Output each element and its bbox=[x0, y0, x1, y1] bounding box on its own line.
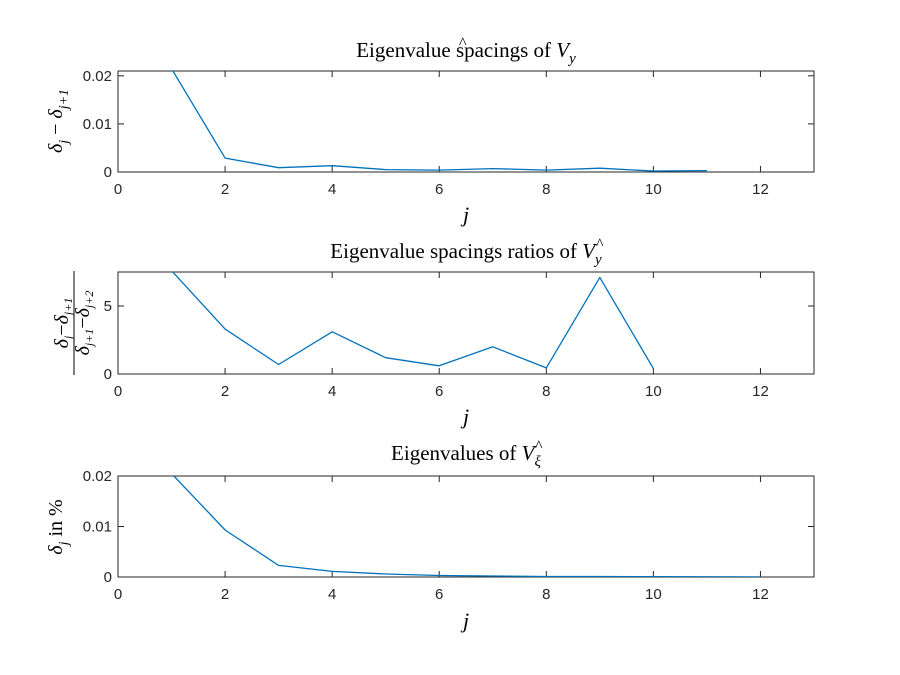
subplot-3-xtick-label: 8 bbox=[542, 586, 550, 603]
subplot-3-xtick-label: 0 bbox=[114, 586, 122, 603]
subplot-3-ytick-label: 0 bbox=[104, 569, 112, 586]
subplot-3-title-hat: ^ bbox=[535, 438, 543, 455]
subplot-1-ytick-label: 0.01 bbox=[83, 116, 112, 133]
subplot-1-xtick-label: 8 bbox=[542, 181, 550, 198]
subplot-spacings: Eigenvalue spacings of Vy ^ 0 2 4 6 8 10 12 0 0.… bbox=[45, 35, 815, 227]
subplot-2-ylabel: δj−δj+1 δj+1−δj+2 bbox=[51, 271, 96, 375]
subplot-2-xlabel: j bbox=[460, 404, 469, 429]
subplot-3-ticks: 0 2 4 6 8 10 12 0 0.01 0.02 bbox=[83, 468, 814, 603]
subplot-2-xtick-label: 8 bbox=[542, 383, 550, 400]
subplot-1-xtick-label: 4 bbox=[328, 181, 336, 198]
subplot-1-ticks: 0 2 4 6 8 10 12 0 0.01 0.02 bbox=[83, 68, 814, 198]
subplot-3-xtick-label: 10 bbox=[645, 586, 662, 603]
subplot-2-axes-box bbox=[117, 271, 815, 375]
subplot-1-xtick-label: 2 bbox=[221, 181, 229, 198]
subplot-2-xtick-label: 10 bbox=[645, 383, 662, 400]
subplot-1-title: Eigenvalue spacings of Vy bbox=[356, 38, 576, 67]
subplot-3-series-line bbox=[172, 476, 761, 577]
subplot-2-title: Eigenvalue spacings ratios of Vy bbox=[330, 239, 602, 268]
subplot-2-xtick-label: 0 bbox=[114, 383, 122, 400]
subplot-1-xtick-label: 6 bbox=[435, 181, 443, 198]
subplot-1-series-line bbox=[172, 71, 707, 172]
subplot-3-xtick-label: 12 bbox=[752, 586, 769, 603]
subplot-eigenvalues: Eigenvalues of Vξ ^ 0 2 4 6 8 10 12 0 0.01 0.02 j… bbox=[45, 438, 815, 633]
subplot-3-xtick-label: 4 bbox=[328, 586, 336, 603]
subplot-2-ytick-label: 0 bbox=[104, 366, 112, 383]
subplot-2-series-line bbox=[171, 272, 654, 369]
subplot-1-xlabel: j bbox=[460, 202, 469, 227]
subplot-3-title: Eigenvalues of Vξ bbox=[391, 441, 541, 470]
subplot-2-xtick-label: 12 bbox=[752, 383, 769, 400]
subplot-3-ytick-label: 0.02 bbox=[83, 468, 112, 485]
subplot-2-xtick-label: 6 bbox=[435, 383, 443, 400]
subplot-1-ytick-label: 0.02 bbox=[83, 68, 112, 85]
subplot-3-xtick-label: 2 bbox=[221, 586, 229, 603]
subplot-2-ylabel-numerator: δj−δj+1 bbox=[51, 298, 75, 349]
subplot-1-title-hat: ^ bbox=[459, 35, 467, 52]
subplot-2-title-hat: ^ bbox=[596, 236, 604, 253]
subplot-3-ytick-label: 0.01 bbox=[83, 519, 112, 536]
subplot-1-ylabel: δj − δj+1 bbox=[45, 89, 72, 153]
subplot-1-ytick-label: 0 bbox=[104, 164, 112, 181]
subplot-3-xtick-label: 6 bbox=[435, 586, 443, 603]
subplot-2-xtick-label: 4 bbox=[328, 383, 336, 400]
subplot-1-axes-box bbox=[117, 70, 815, 173]
subplot-2-xtick-label: 2 bbox=[221, 383, 229, 400]
subplot-2-ticks: 0 2 4 6 8 10 12 0 5 bbox=[104, 272, 814, 400]
subplot-1-xtick-label: 0 bbox=[114, 181, 122, 198]
subplot-2-ytick-label: 5 bbox=[104, 298, 112, 315]
subplot-3-xlabel: j bbox=[460, 608, 469, 633]
subplot-2-ylabel-denominator: δj+1−δj+2 bbox=[72, 291, 96, 356]
subplot-spacing-ratios: Eigenvalue spacings ratios of Vy ^ 0 2 4 6 8… bbox=[51, 236, 815, 429]
subplot-1-xtick-label: 12 bbox=[752, 181, 769, 198]
subplot-1-xtick-label: 10 bbox=[645, 181, 662, 198]
subplot-3-ylabel: δj in % bbox=[45, 499, 72, 554]
